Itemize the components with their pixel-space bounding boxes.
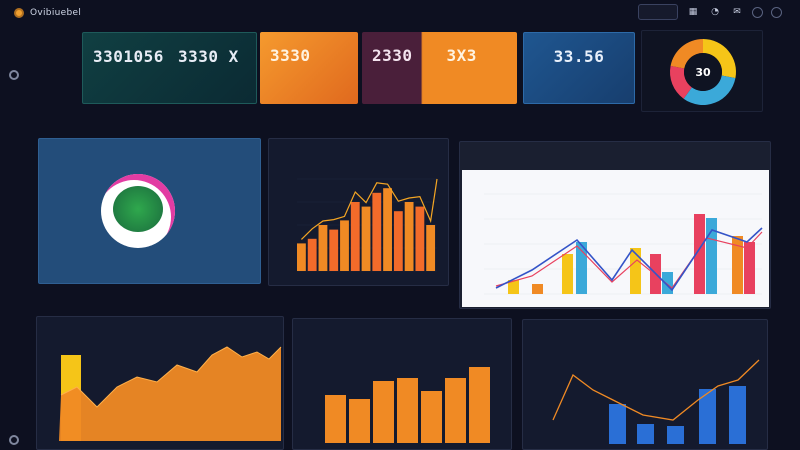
bar[interactable] — [706, 218, 717, 294]
kpi-card-3[interactable]: 2330 3X3 — [362, 32, 517, 104]
donut-chart: 30 — [670, 38, 736, 105]
bar[interactable] — [397, 378, 418, 443]
mail-icon[interactable]: ✉ — [733, 7, 741, 17]
line-bar-panel[interactable] — [522, 319, 768, 450]
kpi-3b-value: 3X3 — [446, 46, 477, 65]
donut-hole — [684, 53, 722, 91]
kpi-card-2[interactable]: 3330 — [260, 32, 358, 104]
kpi-1b-value: 3330 X — [177, 47, 239, 66]
kpi-2-value: 3330 — [270, 46, 311, 65]
bar[interactable] — [421, 391, 442, 443]
line-bar-svg — [552, 359, 760, 444]
bar[interactable] — [393, 211, 403, 271]
area-chart-panel[interactable] — [36, 316, 284, 450]
kpi-card-4[interactable]: 33.56 — [523, 32, 635, 104]
donut-segment[interactable] — [703, 38, 736, 79]
bar[interactable] — [404, 202, 414, 271]
kpi-3a-value: 2330 — [372, 46, 413, 65]
bar[interactable] — [729, 386, 746, 444]
bar[interactable] — [662, 272, 673, 294]
logo-icon — [14, 8, 24, 18]
bar-chart-2-panel[interactable] — [292, 318, 512, 450]
trend-line — [300, 178, 438, 240]
bell-icon[interactable]: ◔ — [711, 7, 719, 17]
bar-chart-svg — [297, 178, 438, 272]
bar[interactable] — [576, 242, 587, 294]
user-avatar-icon[interactable] — [771, 6, 782, 18]
kpi-4-value: 33.56 — [553, 47, 605, 66]
bar[interactable] — [667, 426, 684, 444]
bar[interactable] — [372, 192, 382, 271]
bar[interactable] — [307, 238, 317, 271]
profile-panel[interactable] — [38, 138, 261, 284]
trend-line-blue — [495, 227, 763, 292]
bar[interactable] — [699, 389, 716, 444]
bar[interactable] — [562, 254, 573, 294]
donut-segment[interactable] — [670, 65, 692, 99]
bar[interactable] — [508, 280, 519, 294]
bar[interactable] — [340, 220, 349, 271]
grid-icon[interactable]: ▦ — [688, 7, 698, 17]
profile-avatar — [101, 174, 175, 248]
bar[interactable] — [609, 404, 626, 444]
bar[interactable] — [415, 206, 425, 271]
bar[interactable] — [373, 381, 394, 443]
trend-line — [552, 359, 760, 421]
trend-line-red — [495, 231, 763, 289]
bar[interactable] — [325, 395, 346, 443]
bar[interactable] — [361, 206, 371, 271]
bar[interactable] — [532, 284, 543, 294]
donut-value: 30 — [695, 66, 711, 79]
mixed-chart-panel[interactable] — [459, 141, 771, 309]
bar[interactable] — [694, 214, 705, 294]
date-range-pill[interactable] — [638, 4, 678, 20]
top-actions: ▦ ◔ ✉ — [638, 4, 782, 20]
bar-chart-2-svg — [325, 367, 490, 443]
area-chart-svg — [59, 346, 282, 441]
bar[interactable] — [297, 243, 306, 271]
donut-segment[interactable] — [670, 39, 703, 69]
settings-icon[interactable] — [752, 6, 763, 18]
donut-card[interactable]: 30 — [641, 30, 763, 112]
bar[interactable] — [426, 225, 436, 271]
bar[interactable] — [630, 248, 641, 294]
bar[interactable] — [329, 229, 339, 271]
mixed-chart-svg — [484, 193, 763, 295]
donut-segment[interactable] — [683, 75, 736, 105]
bar[interactable] — [469, 367, 490, 443]
top-bar: Ovibiuebel ▦ ◔ ✉ — [0, 0, 800, 26]
area-fill — [59, 347, 281, 441]
bar[interactable] — [445, 378, 466, 443]
sidebar-nav-dot-top[interactable] — [9, 70, 19, 80]
bar[interactable] — [383, 188, 392, 271]
app-title: Ovibiuebel — [30, 8, 82, 18]
kpi-1a-value: 3301056 — [93, 47, 164, 66]
bar[interactable] — [637, 424, 654, 444]
bar-chart-panel[interactable] — [268, 138, 449, 286]
bar[interactable] — [349, 399, 370, 443]
bar[interactable] — [744, 242, 755, 294]
bar[interactable] — [318, 225, 328, 271]
area-line — [60, 346, 282, 408]
bar[interactable] — [732, 236, 743, 294]
sidebar-nav-dot-bottom[interactable] — [9, 435, 19, 445]
kpi-card-1[interactable]: 3301056 3330 X — [82, 32, 257, 104]
bar[interactable] — [350, 202, 360, 271]
